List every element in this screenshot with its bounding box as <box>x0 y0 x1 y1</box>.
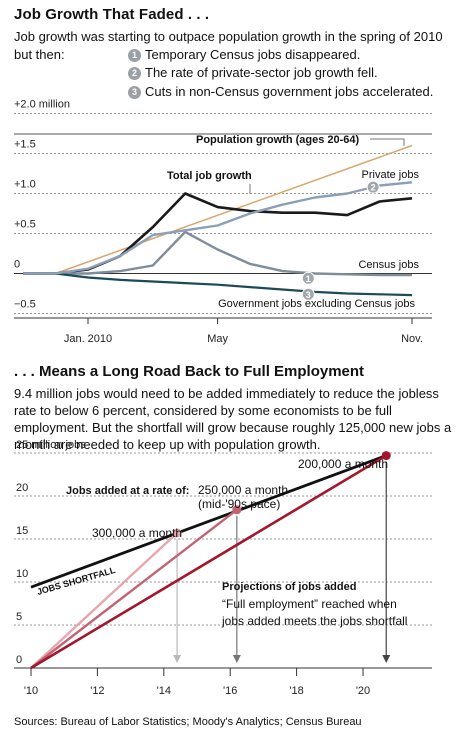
chart1-title: Job Growth That Faded . . . <box>14 6 210 23</box>
population-leader-line <box>370 138 405 146</box>
series-line-300-000-a-month <box>30 532 178 669</box>
note-1: 1 Temporary Census jobs disappeared. <box>128 46 360 64</box>
projection-arrowhead-200-000-a-month <box>382 655 391 663</box>
series-line-250-000-a-month-mid-90s-pace <box>30 508 238 669</box>
y-tick-label: 0 <box>16 654 22 666</box>
endpoint-dot-300-000-a-month <box>172 528 182 538</box>
y-tick-label: −0.5 <box>14 299 36 311</box>
y-tick-label: +1.5 <box>14 139 36 151</box>
note-3: 3 Cuts in non-Census government jobs acce… <box>128 83 433 101</box>
series-line-private-jobs <box>23 181 413 275</box>
x-tick-label: '20 <box>356 685 370 697</box>
x-tick-label: '10 <box>24 685 38 697</box>
annotation-300-000-a-month: 300,000 a month <box>92 526 182 540</box>
annotation-jobs-added-at-a-rate-of: Jobs added at a rate of: <box>66 485 189 497</box>
marker-3-badge <box>301 287 315 301</box>
series-line-census-jobs <box>23 230 412 277</box>
marker-3-label: 3 <box>306 290 311 300</box>
endpoint-dot-200-000-a-month <box>381 451 391 461</box>
annotation-projections-of-jobs-added: Projections of jobs added <box>222 581 356 593</box>
explanation-paragraph: 9.4 million jobs would need to be added … <box>14 386 452 452</box>
series-label-government-jobs-excluding-census-jobs: Government jobs excluding Census jobs <box>218 298 415 310</box>
series-line-government-jobs-excluding-census-jobs <box>23 272 413 297</box>
projection-arrowhead-300-000-a-month <box>173 655 182 663</box>
note-2-text: The rate of private-sector job growth fe… <box>145 65 378 80</box>
source-note: Sources: Bureau of Labor Statistics; Moo… <box>14 716 362 728</box>
note-1-badge: 1 <box>128 49 141 62</box>
y-tick-label: 10 <box>16 568 28 580</box>
y-tick-label: +2.0 million <box>14 99 70 111</box>
x-tick-label: '14 <box>157 685 171 697</box>
marker-1-badge <box>301 271 315 285</box>
note-1-text: Temporary Census jobs disappeared. <box>145 47 361 62</box>
series-label-total-job-growth: Total job growth <box>167 170 252 182</box>
projection-arrowhead-250-000-a-month-mid-90s-pace <box>232 655 241 663</box>
series-label-census-jobs: Census jobs <box>358 259 419 271</box>
annotation-mid-90s-pace: (mid-'90s pace) <box>198 497 280 511</box>
x-tick-label: '18 <box>289 685 303 697</box>
y-tick-label: 15 <box>16 525 28 537</box>
marker-2-label: 2 <box>371 183 376 193</box>
marker-1-label: 1 <box>306 274 311 284</box>
endpoint-dot-250-000-a-month-mid-90s-pace <box>232 505 242 515</box>
annotation-full-employment-reached-when: “Full employment” reached when <box>222 597 397 611</box>
intro-text: Job growth was starting to outpace popul… <box>14 29 443 62</box>
note-3-badge: 3 <box>128 86 141 99</box>
annotation-200-000-a-month: 200,000 a month <box>298 457 388 471</box>
marker-2-badge <box>366 180 380 194</box>
job-growth-chart: +2.0 million +1.5 +1.0 +0.5 0 −0.5 Jan. 2010 Ma… <box>14 99 432 345</box>
series-line-200-000-a-month <box>30 454 387 670</box>
x-tick-label: May <box>207 333 228 345</box>
y-tick-label: 0 <box>14 259 20 271</box>
annotation-jobs-added-meets-the-jobs-shortfall: jobs added meets the jobs shortfall <box>221 614 407 628</box>
note-3-text: Cuts in non-Census government jobs accel… <box>145 84 434 99</box>
series-line-jobs-shortfall <box>30 454 387 589</box>
x-tick-label: '16 <box>223 685 237 697</box>
y-tick-label: +1.0 <box>14 179 36 191</box>
series-label-private-jobs: Private jobs <box>362 169 420 181</box>
x-tick-label: Nov. <box>401 333 423 345</box>
y-tick-label: 20 <box>16 482 28 494</box>
x-tick-label: '12 <box>90 685 104 697</box>
note-2: 2 The rate of private-sector job growth f… <box>128 64 378 82</box>
note-2-badge: 2 <box>128 67 141 80</box>
chart2-title: . . . Means a Long Road Back to Full Emp… <box>14 363 365 380</box>
y-tick-label: +0.5 <box>14 219 36 231</box>
y-tick-label: 25 million jobs <box>16 439 86 451</box>
x-tick-label: Jan. 2010 <box>64 333 112 345</box>
y-tick-label: 5 <box>16 611 22 623</box>
annotation-250-000-a-month: 250,000 a month <box>198 483 288 497</box>
series-label-population-growth-ages-20-64: Population growth (ages 20-64) <box>196 134 360 146</box>
